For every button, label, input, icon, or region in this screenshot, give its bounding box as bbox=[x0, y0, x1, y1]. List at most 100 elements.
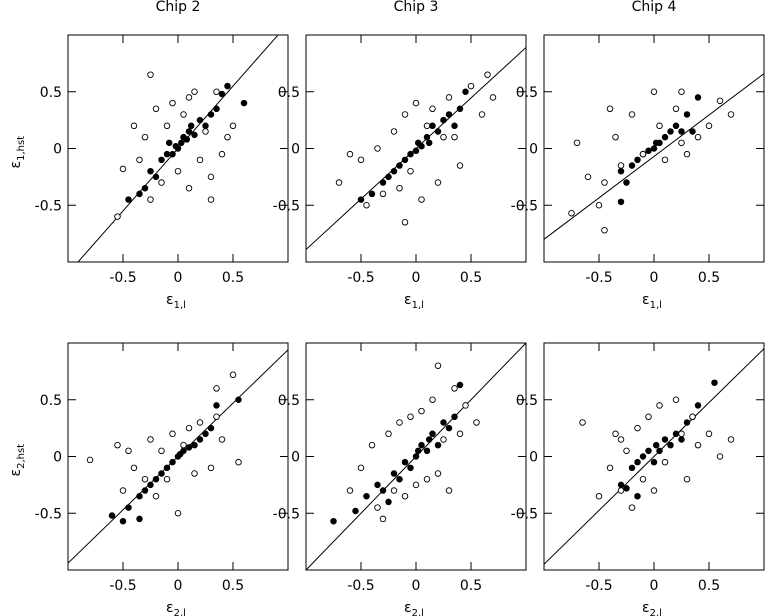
x-axis-label-subscript: 2,l bbox=[650, 608, 662, 616]
filled-point bbox=[645, 447, 652, 455]
open-point bbox=[423, 475, 431, 483]
open-point bbox=[623, 447, 630, 455]
open-point bbox=[213, 413, 220, 421]
open-point bbox=[147, 196, 154, 203]
open-point bbox=[357, 464, 365, 472]
open-point bbox=[584, 173, 592, 181]
filled-point bbox=[396, 162, 403, 169]
filled-point bbox=[412, 147, 420, 155]
fit-line bbox=[544, 348, 764, 565]
open-point bbox=[152, 105, 160, 113]
open-point bbox=[130, 464, 138, 472]
open-point bbox=[202, 128, 209, 135]
y-tick-label: 0.5 bbox=[40, 85, 62, 101]
open-point bbox=[628, 504, 636, 511]
open-point bbox=[125, 447, 132, 455]
x-axis-label-subscript: 1,l bbox=[174, 300, 186, 311]
open-point bbox=[196, 156, 204, 164]
open-point bbox=[401, 492, 409, 500]
open-point bbox=[568, 209, 575, 217]
filled-point bbox=[414, 447, 422, 455]
open-point bbox=[390, 487, 398, 494]
filled-point bbox=[645, 147, 652, 155]
filled-point bbox=[119, 517, 127, 525]
filled-point bbox=[183, 136, 191, 143]
open-point bbox=[639, 150, 647, 158]
open-point bbox=[147, 436, 154, 443]
open-point bbox=[379, 190, 387, 198]
filled-point bbox=[180, 447, 187, 455]
open-point bbox=[672, 105, 680, 113]
filled-point bbox=[163, 464, 171, 472]
filled-point bbox=[213, 105, 220, 113]
x-axis-label: ε2,l bbox=[404, 600, 424, 616]
filled-point bbox=[412, 453, 420, 460]
filled-point bbox=[330, 517, 337, 525]
open-point bbox=[628, 111, 636, 118]
filled-point bbox=[683, 111, 691, 118]
x-axis-label: ε1,l bbox=[166, 292, 186, 311]
open-point bbox=[346, 150, 354, 158]
x-axis-label-symbol: ε bbox=[166, 292, 174, 308]
open-point bbox=[412, 481, 420, 489]
open-point bbox=[650, 88, 658, 95]
filled-point bbox=[639, 453, 647, 460]
filled-point bbox=[136, 515, 143, 523]
open-point bbox=[136, 156, 143, 164]
open-point bbox=[218, 436, 226, 443]
open-point bbox=[174, 510, 182, 517]
filled-point bbox=[418, 441, 425, 449]
filled-point bbox=[407, 464, 414, 472]
filled-point bbox=[390, 470, 398, 477]
fit-line bbox=[544, 73, 764, 240]
filled-point bbox=[178, 139, 185, 147]
x-tick-label: 0.5 bbox=[460, 270, 482, 286]
filled-point bbox=[440, 419, 447, 426]
filled-point bbox=[196, 436, 204, 443]
y-axis-label: ε1,hst bbox=[8, 136, 27, 169]
open-point bbox=[130, 122, 138, 130]
open-point bbox=[141, 475, 149, 483]
filled-point bbox=[169, 150, 176, 158]
y-axis-label: ε2,hst bbox=[8, 444, 27, 477]
x-tick-label: 0 bbox=[174, 270, 183, 286]
open-point bbox=[634, 424, 641, 432]
filled-point bbox=[672, 430, 680, 438]
open-point bbox=[650, 487, 658, 494]
filled-point bbox=[678, 436, 685, 443]
filled-point bbox=[623, 485, 630, 492]
open-point bbox=[401, 219, 409, 226]
open-point bbox=[705, 430, 713, 438]
filled-point bbox=[108, 512, 116, 519]
open-point bbox=[727, 436, 735, 443]
filled-point bbox=[363, 492, 370, 500]
y-tick-label: 0 bbox=[53, 450, 62, 466]
y-tick-label: 0.5 bbox=[278, 393, 300, 409]
open-point bbox=[147, 71, 154, 78]
y-tick-label: 0 bbox=[291, 142, 300, 158]
filled-point bbox=[401, 458, 409, 466]
panel-title: Chip 2 bbox=[156, 0, 201, 15]
open-point bbox=[213, 385, 220, 392]
filled-point bbox=[158, 156, 165, 164]
open-point bbox=[114, 441, 121, 449]
y-tick-label: 0.5 bbox=[278, 85, 300, 101]
filled-point bbox=[357, 196, 365, 203]
filled-point bbox=[678, 128, 685, 135]
x-tick-label: 0.5 bbox=[222, 578, 244, 594]
open-point bbox=[445, 94, 453, 101]
open-point bbox=[661, 458, 669, 466]
x-tick-label: -0.5 bbox=[347, 270, 374, 286]
filled-point bbox=[385, 498, 392, 506]
filled-point bbox=[445, 424, 453, 432]
filled-point bbox=[185, 128, 193, 135]
open-point bbox=[595, 201, 603, 209]
open-point bbox=[423, 122, 431, 130]
filled-point bbox=[628, 464, 636, 472]
open-point bbox=[440, 436, 447, 443]
y-tick-label: 0.5 bbox=[516, 85, 538, 101]
open-point bbox=[484, 71, 491, 78]
open-point bbox=[595, 492, 603, 500]
open-point bbox=[180, 441, 187, 449]
open-point bbox=[86, 456, 94, 464]
